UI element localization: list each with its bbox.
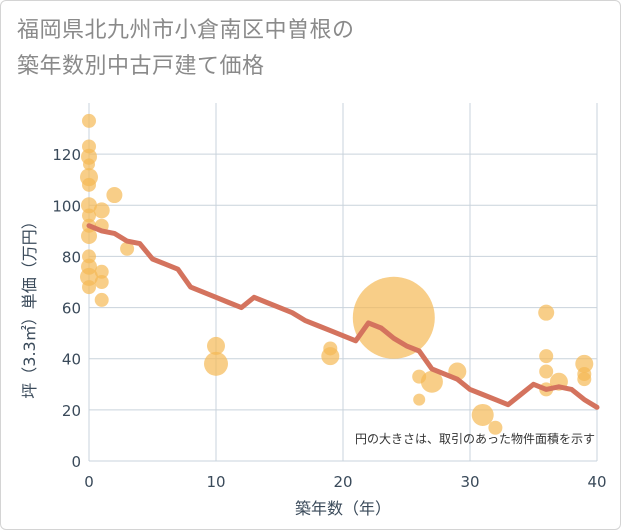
bubble-size-note: 円の大きさは、取引のあった物件面積を示す <box>355 431 595 446</box>
bubble-14 <box>93 202 110 219</box>
bubble-6 <box>81 197 97 214</box>
y-tick-label-0: 0 <box>71 453 81 471</box>
bubble-0 <box>82 113 96 128</box>
bubble-21 <box>207 336 225 355</box>
bubble-24 <box>321 347 340 366</box>
bubble-19 <box>106 187 123 204</box>
bubble-22 <box>204 351 228 376</box>
x-axis-label: 築年数（年） <box>295 499 391 518</box>
y-tick-label-80: 80 <box>62 248 81 266</box>
bubble-39 <box>577 372 592 387</box>
bubble-13 <box>82 280 96 295</box>
trend-line <box>86 223 600 410</box>
tick-labels: 0 20 40 60 80 100 120 0 10 20 30 40 <box>52 146 606 491</box>
y-tick-label-20: 20 <box>62 402 81 420</box>
bubble-33 <box>539 349 554 364</box>
x-tick-label-0: 0 <box>84 473 94 491</box>
bubble-34 <box>539 364 554 379</box>
x-tick-label-40: 40 <box>587 473 606 491</box>
bubble-7 <box>82 208 96 223</box>
y-tick-label-100: 100 <box>52 197 81 215</box>
bubble-16 <box>94 264 109 279</box>
y-tick-label-120: 120 <box>52 146 81 164</box>
bubble-17 <box>94 275 109 289</box>
bubble-5 <box>82 177 96 192</box>
bubble-30 <box>471 403 494 426</box>
bubble-28 <box>420 370 443 393</box>
chart-title-line-2: 築年数別中古戸建て価格 <box>17 54 265 79</box>
bubble-37 <box>575 354 594 373</box>
bubble-25 <box>352 276 435 359</box>
x-tick-label-10: 10 <box>206 473 225 491</box>
bubble-27 <box>413 393 426 406</box>
x-tick-label-30: 30 <box>460 473 479 491</box>
y-tick-label-40: 40 <box>62 351 81 369</box>
bubble-18 <box>94 292 109 307</box>
bubble-20 <box>120 241 135 256</box>
x-tick-label-20: 20 <box>333 473 352 491</box>
y-axis-label: 坪（3.3㎡）単価（万円） <box>20 213 39 398</box>
bubble-12 <box>80 267 98 286</box>
gridlines <box>88 103 598 462</box>
bubble-3 <box>83 158 95 171</box>
bubble-series <box>80 113 594 435</box>
chart-title: 福岡県北九州市小倉南区中曽根の 築年数別中古戸建て価格 <box>17 13 355 85</box>
y-tick-label-60: 60 <box>62 300 81 318</box>
bubble-31 <box>488 420 503 435</box>
chart-title-line-1: 福岡県北九州市小倉南区中曽根の <box>17 18 355 43</box>
trend-series <box>86 223 600 410</box>
bubble-32 <box>538 304 555 321</box>
bubble-9 <box>81 227 97 244</box>
